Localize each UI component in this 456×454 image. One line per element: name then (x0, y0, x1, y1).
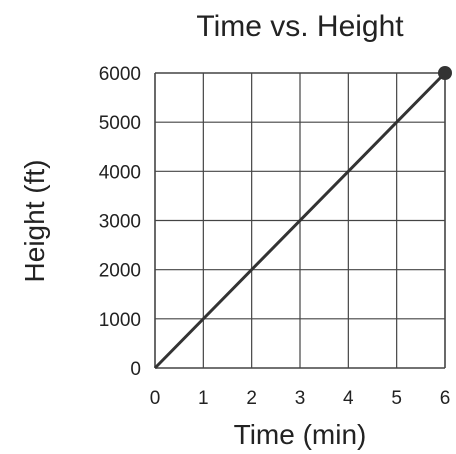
y-tick-label: 2000 (99, 261, 141, 282)
x-tick-label: 0 (150, 388, 161, 409)
x-tick-label: 6 (440, 388, 451, 409)
y-axis-label: Height (ft) (19, 160, 50, 283)
x-tick-label: 1 (198, 388, 209, 409)
endpoint-marker (438, 66, 452, 80)
y-tick-label: 3000 (99, 212, 141, 233)
y-tick-label: 1000 (99, 310, 141, 331)
x-axis-ticks: 0 1 2 3 4 5 6 (150, 388, 451, 409)
y-axis-ticks: 0 1000 2000 3000 4000 5000 6000 (99, 64, 141, 380)
x-tick-label: 3 (295, 388, 306, 409)
y-tick-label: 5000 (99, 113, 141, 134)
y-tick-label: 0 (130, 359, 141, 380)
y-tick-label: 6000 (99, 64, 141, 85)
chart-title: Time vs. Height (196, 10, 404, 43)
y-tick-label: 4000 (99, 162, 141, 183)
x-tick-label: 5 (391, 388, 402, 409)
x-tick-label: 2 (246, 388, 257, 409)
series-line (153, 71, 447, 370)
series-layer (153, 66, 452, 370)
x-tick-label: 4 (343, 388, 354, 409)
x-axis-label: Time (min) (234, 419, 367, 450)
